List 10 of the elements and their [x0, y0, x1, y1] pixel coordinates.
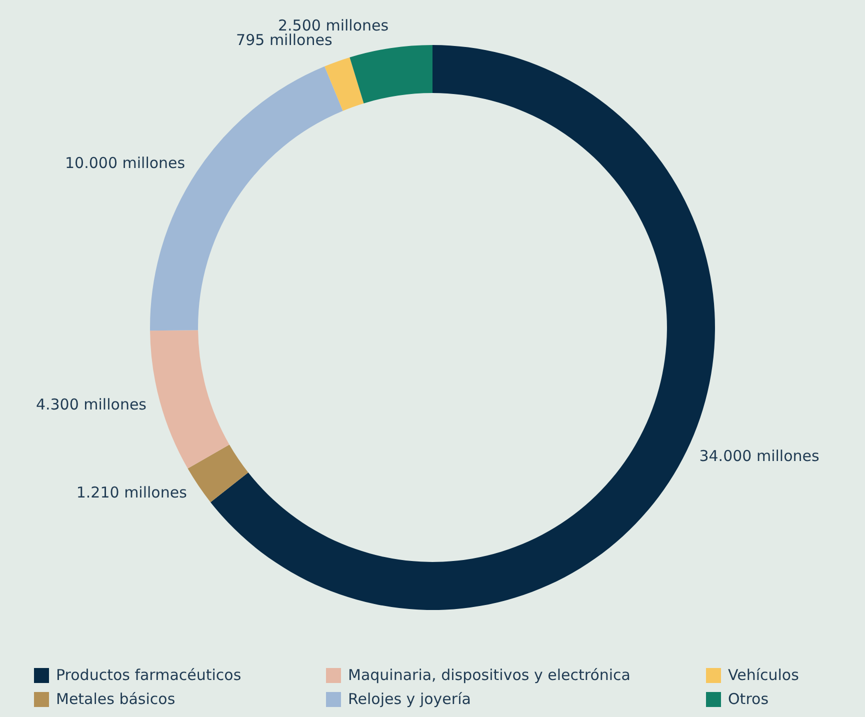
data-label: 4.300 millones: [36, 396, 147, 414]
data-label: 34.000 millones: [699, 446, 820, 465]
legend-label: Productos farmacéuticos: [56, 666, 242, 684]
data-label: 1.210 millones: [76, 484, 188, 502]
legend-label: Maquinaria, dispositivos y electrónica: [348, 666, 630, 684]
legend-label: Metales básicos: [56, 690, 176, 708]
legend-label: Otros: [728, 690, 769, 708]
data-label: 10.000 millones: [64, 154, 186, 172]
legend-label: Vehículos: [728, 666, 799, 684]
legend-label: Relojes y joyería: [348, 690, 471, 708]
